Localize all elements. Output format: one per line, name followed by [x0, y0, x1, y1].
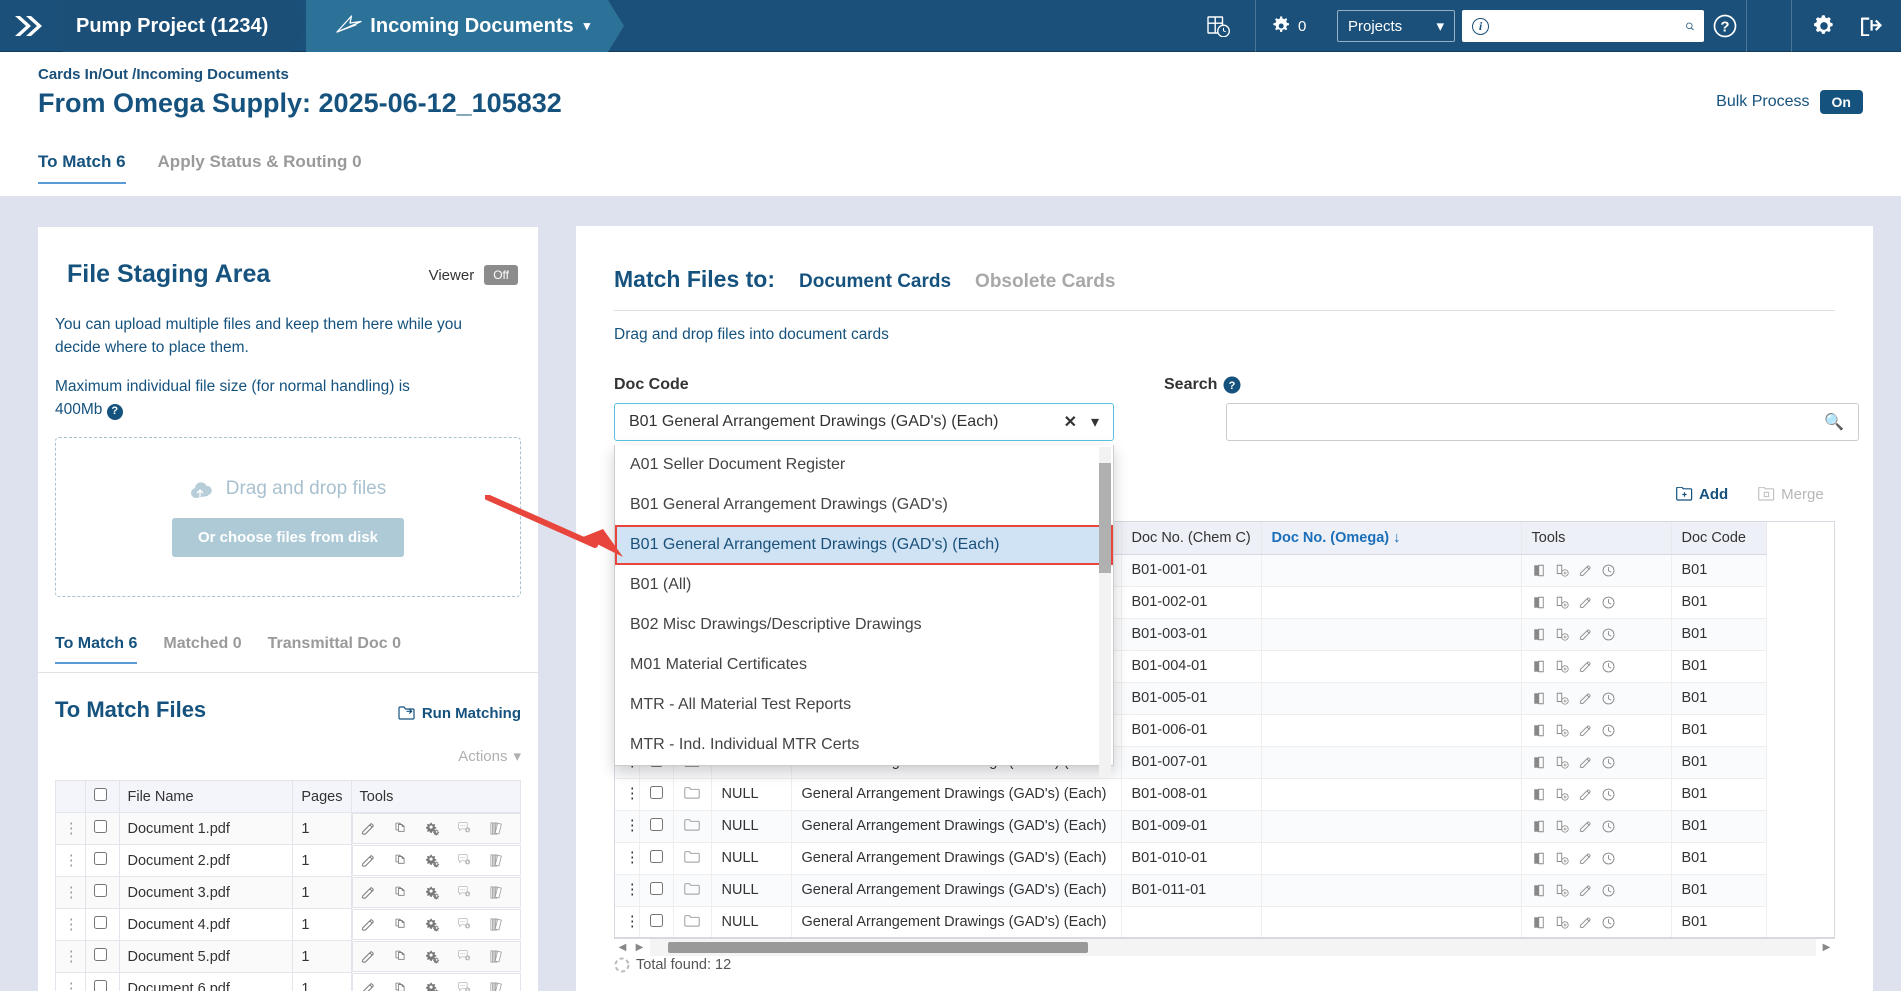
svg-text:?: ?: [1720, 18, 1729, 35]
svg-text:?: ?: [1229, 380, 1236, 392]
